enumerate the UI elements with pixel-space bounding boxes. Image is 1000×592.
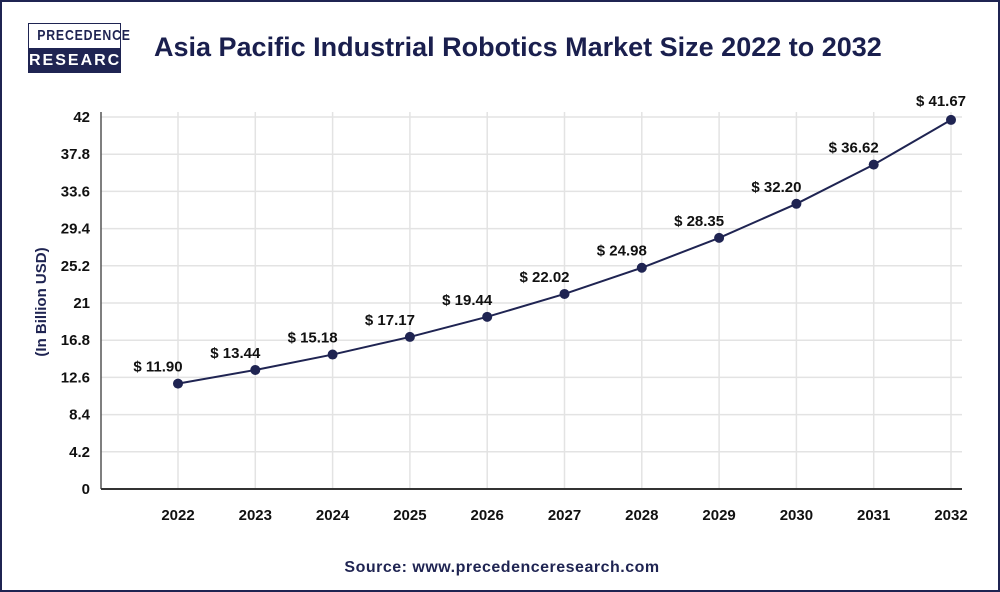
x-tick-label: 2027 xyxy=(548,507,581,524)
y-tick-label: 16.8 xyxy=(61,332,90,349)
y-tick-label: 8.4 xyxy=(69,407,91,424)
x-tick-label: 2030 xyxy=(780,507,813,524)
logo-line2: RESEARCH xyxy=(29,48,133,73)
data-label: $ 41.67 xyxy=(916,93,966,110)
y-tick-label: 4.2 xyxy=(69,444,90,461)
data-point xyxy=(946,114,956,125)
y-tick-label: 21 xyxy=(73,295,90,312)
data-label: $ 28.35 xyxy=(674,213,724,230)
logo-line1: PRECEDENCE xyxy=(37,24,130,48)
data-label: $ 24.98 xyxy=(597,243,647,260)
chart-title: Asia Pacific Industrial Robotics Market … xyxy=(154,32,882,62)
x-tick-label: 2026 xyxy=(471,507,504,524)
data-label: $ 32.20 xyxy=(751,179,801,196)
data-point xyxy=(482,311,493,322)
x-tick-label: 2023 xyxy=(239,507,272,524)
y-tick-label: 0 xyxy=(82,481,90,498)
y-tick-label: 29.4 xyxy=(61,221,91,238)
x-tick-label: 2032 xyxy=(934,507,967,524)
data-label: $ 15.18 xyxy=(288,330,338,347)
x-tick-label: 2031 xyxy=(857,507,890,524)
y-tick-label: 12.6 xyxy=(61,369,90,386)
data-label: $ 17.17 xyxy=(365,312,415,329)
data-point xyxy=(714,232,725,243)
x-tick-label: 2022 xyxy=(161,507,194,524)
data-point xyxy=(173,378,183,389)
data-point xyxy=(636,262,647,273)
x-tick-label: 2024 xyxy=(316,507,350,524)
data-point xyxy=(404,331,415,342)
y-tick-label: 33.6 xyxy=(61,183,90,200)
data-point xyxy=(559,288,570,299)
y-tick-label: 25.2 xyxy=(61,258,90,275)
y-tick-label: 37.8 xyxy=(61,146,90,163)
data-point xyxy=(327,349,338,360)
y-axis-label: (In Billion USD) xyxy=(33,247,50,356)
y-tick-label: 42 xyxy=(73,109,90,126)
data-point xyxy=(791,198,802,209)
x-tick-label: 2028 xyxy=(625,507,658,524)
data-label: $ 11.90 xyxy=(133,359,182,376)
data-point xyxy=(250,364,261,375)
data-label: $ 13.44 xyxy=(210,345,261,362)
data-label: $ 22.02 xyxy=(519,269,569,286)
data-point xyxy=(868,159,879,170)
x-tick-label: 2025 xyxy=(393,507,426,524)
data-label: $ 36.62 xyxy=(829,140,879,157)
data-label: $ 19.44 xyxy=(442,292,493,309)
source-text: Source: www.precedenceresearch.com xyxy=(344,559,660,576)
precedence-research-logo: PRECEDENCE RESEARCH xyxy=(28,23,133,73)
x-tick-label: 2029 xyxy=(702,507,735,524)
